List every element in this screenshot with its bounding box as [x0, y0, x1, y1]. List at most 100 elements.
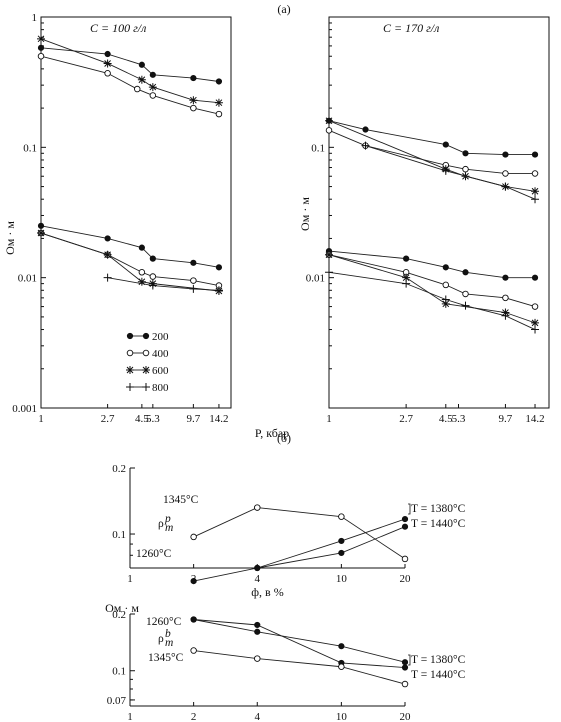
series-line — [193, 650, 406, 685]
data-point — [501, 182, 510, 191]
legend-marker — [142, 332, 150, 340]
data-point — [442, 141, 449, 148]
data-point — [190, 616, 197, 623]
data-point — [531, 195, 540, 204]
bracket — [408, 503, 411, 515]
series-1260°C — [190, 515, 409, 585]
data-point — [103, 250, 112, 259]
series-line — [193, 518, 406, 582]
chart-title: C = 100 г/л — [90, 21, 146, 35]
data-point — [502, 170, 509, 177]
data-point — [401, 680, 409, 688]
data-point — [214, 98, 223, 107]
x-tick-label: 20 — [400, 573, 412, 585]
legend-marker — [126, 332, 134, 340]
data-point — [149, 273, 157, 280]
data-point — [502, 151, 509, 158]
series-line — [107, 277, 219, 291]
chart-a-right: 1 2.7 4.55.3 9.7 14.2 0.01 0.1 C = 170 г/л Ом · … — [298, 16, 550, 425]
plot-frame — [328, 16, 550, 409]
data-point — [531, 151, 539, 158]
y-tick-label: 0.2 — [112, 463, 126, 475]
data-point — [338, 549, 345, 557]
series-line — [193, 619, 406, 663]
data-point — [104, 70, 111, 77]
annotations: 1345°C 1260°C T = 1380°C T = 1440°C — [136, 494, 466, 560]
plot-frame — [40, 16, 232, 409]
y-tick-label: 1 — [32, 12, 38, 24]
x-tick-label: 4.5 — [439, 413, 453, 425]
data-point — [531, 325, 540, 334]
y-tick-label: 0.2 — [112, 609, 126, 621]
data-point — [37, 222, 45, 229]
series-800 — [361, 141, 540, 204]
data-point — [149, 255, 156, 262]
data-point — [462, 269, 469, 276]
data-point — [133, 85, 141, 93]
data-point — [361, 141, 370, 150]
series-line — [40, 38, 219, 104]
data-point — [403, 255, 410, 262]
data-point — [325, 250, 333, 259]
data-point — [137, 277, 146, 286]
data-point — [338, 513, 345, 520]
x-axis-label: P, кбар — [255, 426, 289, 440]
series-600 — [37, 34, 223, 107]
data-point — [462, 165, 469, 173]
series-line — [328, 250, 536, 279]
data-point — [149, 92, 157, 99]
legend-label: 400 — [152, 348, 169, 360]
legend-marker — [142, 349, 150, 357]
data-point — [149, 71, 156, 78]
data-point — [104, 50, 111, 58]
bracket — [408, 654, 411, 666]
annotation-1260: 1260°C — [136, 548, 172, 560]
quantity-subscript: m — [165, 522, 173, 534]
data-point — [190, 578, 197, 585]
x-tick-label: 10 — [336, 711, 348, 722]
data-point — [138, 61, 145, 68]
annotation-T1440: T = 1440°C — [411, 669, 466, 681]
legend-marker — [126, 349, 134, 357]
data-point — [402, 279, 411, 288]
legend-marker — [142, 366, 150, 374]
annotation-1345: 1345°C — [163, 494, 199, 506]
series-line — [328, 120, 536, 156]
data-point — [190, 74, 197, 82]
quantity-superscript: b — [165, 628, 171, 640]
x-tick-label: 14.2 — [209, 413, 228, 425]
x-tick-label: 9.7 — [186, 413, 200, 425]
x-tick-label: 2.7 — [399, 413, 413, 425]
data-point — [442, 264, 449, 271]
data-point — [401, 664, 409, 671]
data-point — [190, 277, 197, 284]
series-line — [328, 129, 536, 174]
annotation-1345: 1345°C — [148, 652, 184, 664]
data-point — [138, 269, 146, 276]
data-point — [190, 259, 197, 266]
data-point — [137, 75, 146, 84]
data-point — [190, 104, 197, 112]
data-point — [462, 290, 469, 298]
data-point — [37, 229, 45, 238]
series-line — [257, 526, 406, 569]
y-tick-label: 0.1 — [112, 666, 126, 678]
x-tick-label: 20 — [400, 711, 412, 722]
data-point — [325, 127, 333, 134]
annotation-T1380: T = 1380°C — [411, 654, 466, 666]
x-axis-label: ф, в % — [251, 585, 283, 599]
y-axis-label: Ом · м — [3, 221, 17, 255]
chart-title: C = 170 г/л — [383, 21, 439, 35]
data-point — [441, 299, 450, 308]
series-400 — [325, 127, 539, 177]
data-point — [362, 126, 369, 133]
quantity-superscript: p — [164, 513, 171, 525]
data-point — [442, 281, 450, 289]
data-point — [37, 34, 45, 43]
series-line — [193, 619, 406, 668]
data-point — [37, 44, 45, 51]
series-line — [40, 47, 219, 82]
series-line — [328, 271, 536, 330]
